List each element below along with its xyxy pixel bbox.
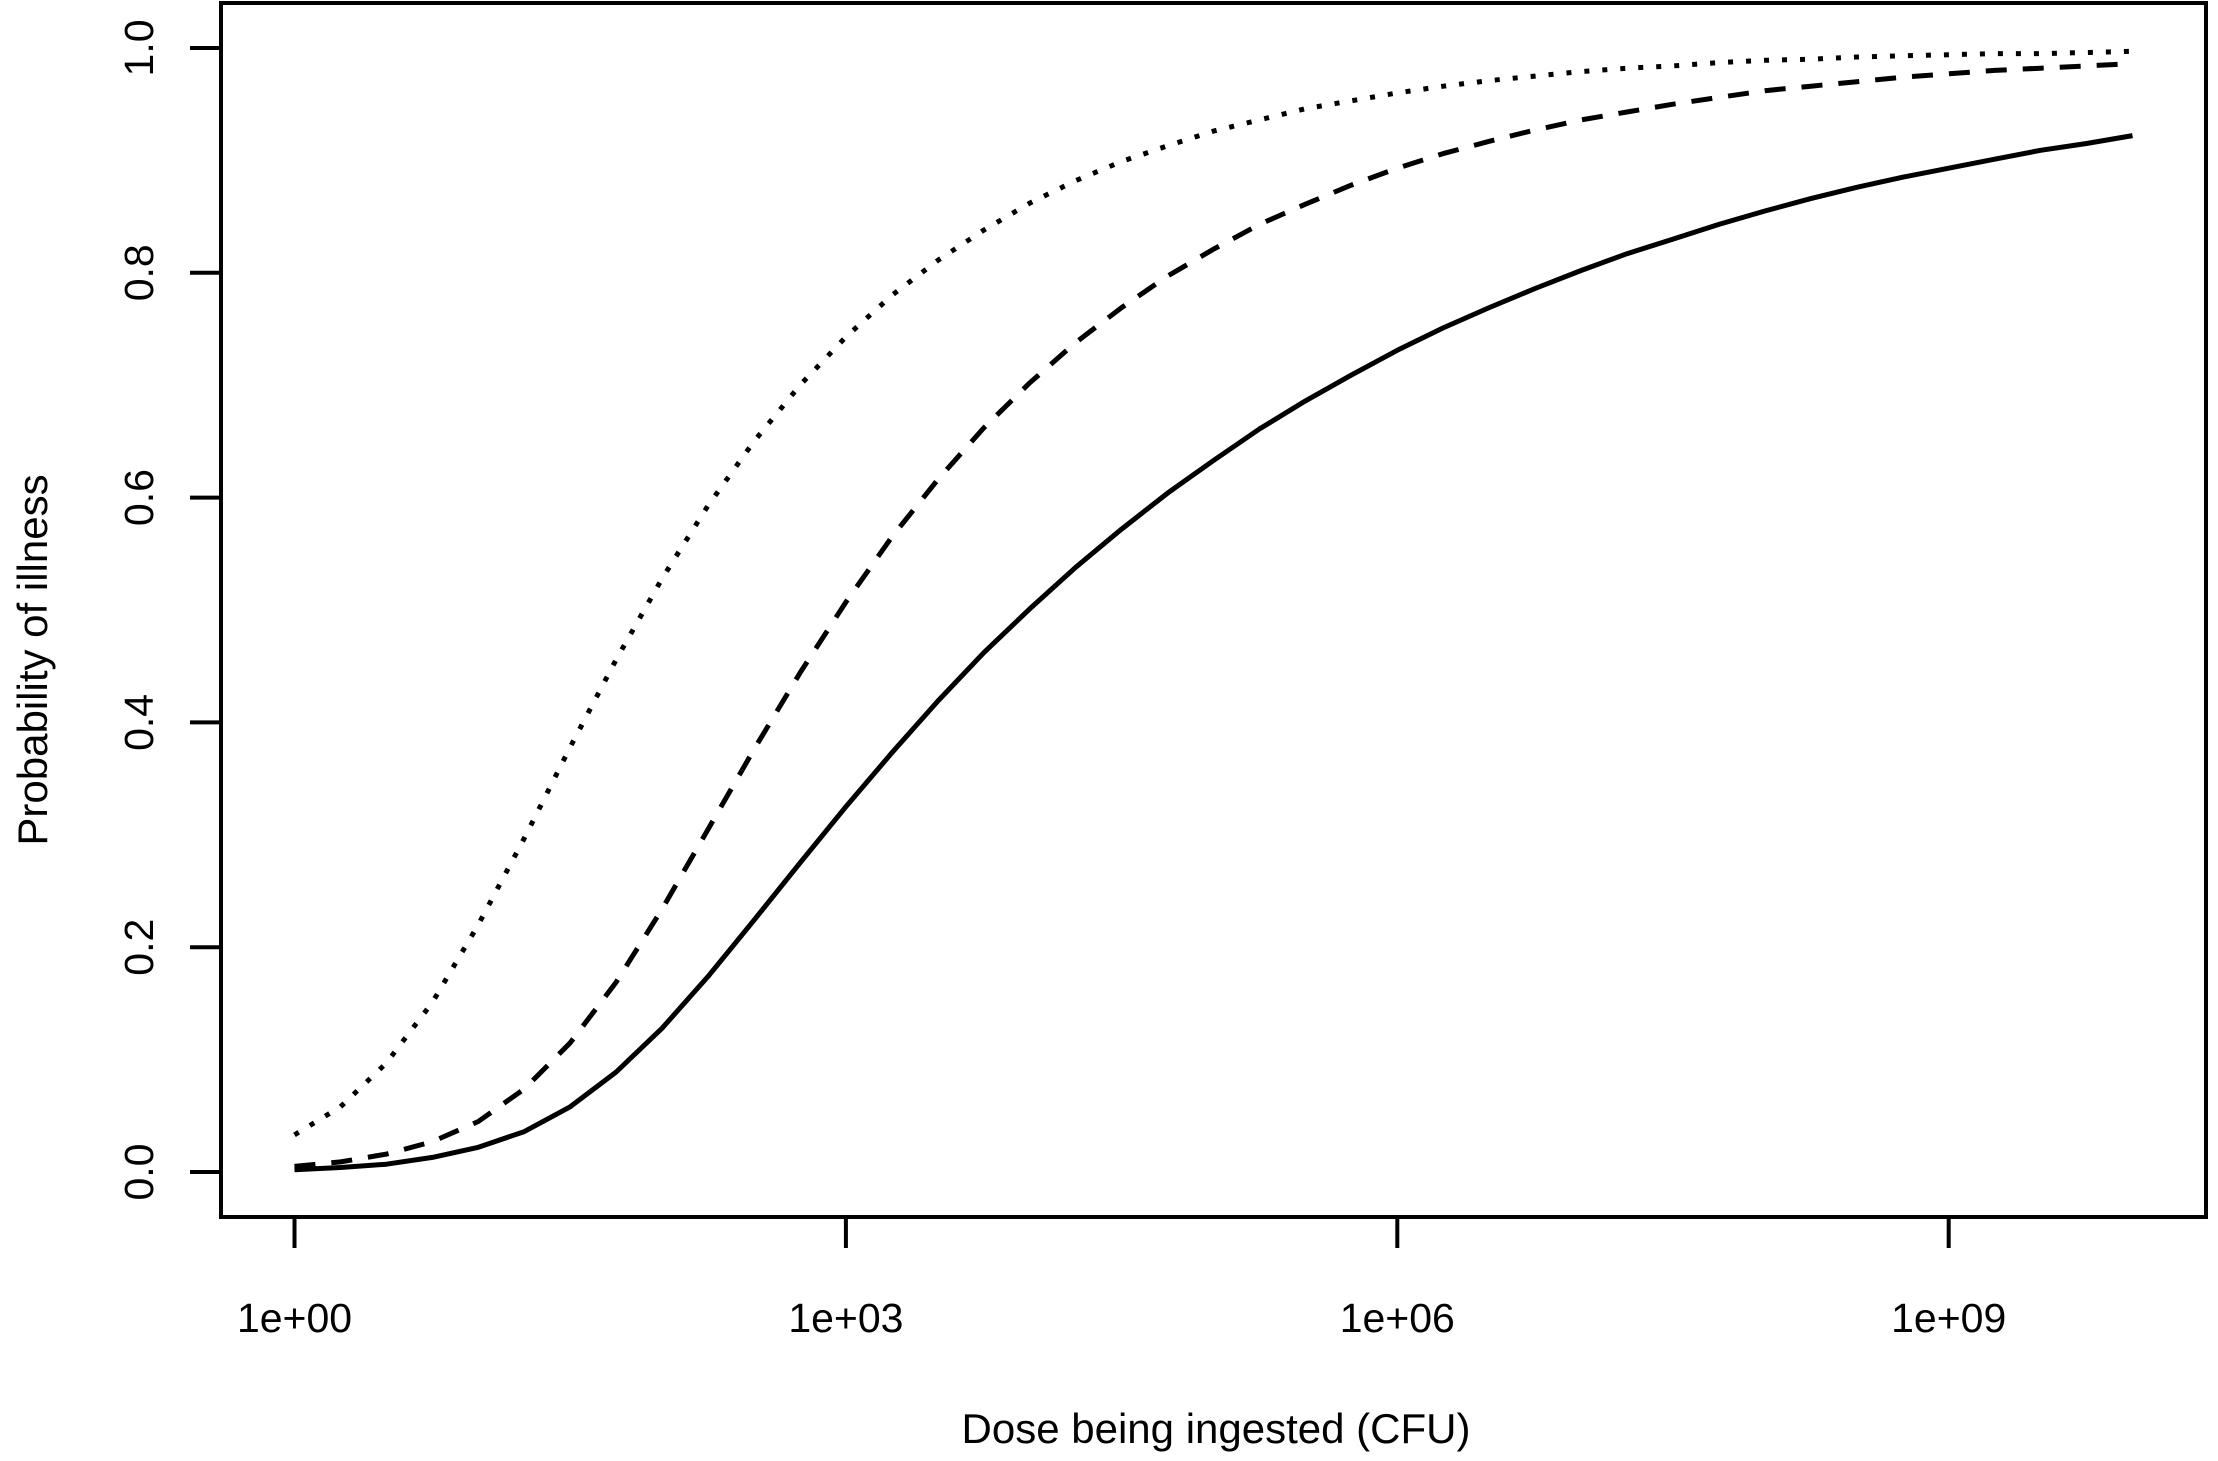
y-tick-label: 0.0 — [116, 1144, 162, 1201]
x-tick-label: 1e+06 — [1340, 1295, 1455, 1341]
x-tick-label: 1e+09 — [1891, 1295, 2006, 1341]
x-tick-label: 1e+00 — [237, 1295, 352, 1341]
y-tick-label: 0.2 — [116, 919, 162, 976]
y-tick-label: 0.8 — [116, 244, 162, 301]
series-line-dotted — [293, 48, 2133, 1138]
plot-frame — [219, 1, 2208, 1219]
y-tick-label: 0.6 — [116, 469, 162, 526]
series-line-dashed — [294, 61, 2133, 1169]
series-line-solid — [294, 133, 2133, 1173]
y-tick-label: 1.0 — [116, 19, 162, 76]
x-axis-title: Dose being ingested (CFU) — [962, 1405, 1471, 1452]
x-tick-label: 1e+03 — [788, 1295, 903, 1341]
y-axis-title: Probability of illness — [9, 474, 56, 845]
y-tick-label: 0.4 — [116, 694, 162, 751]
